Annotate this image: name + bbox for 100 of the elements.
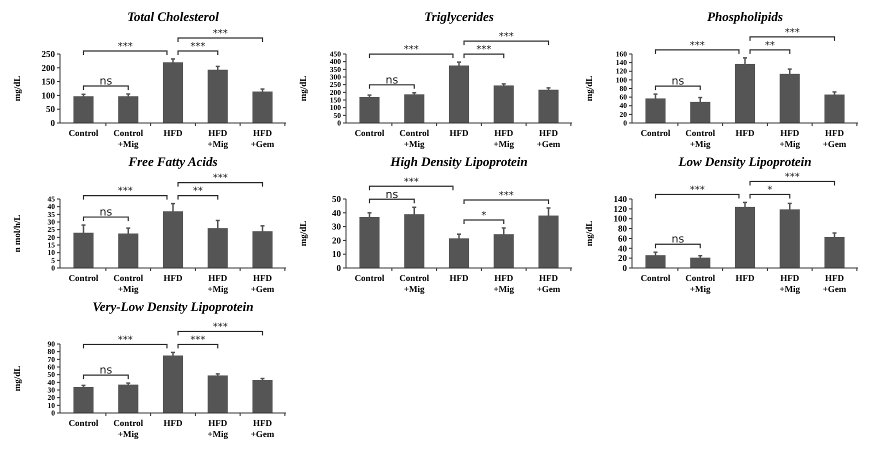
x-tick-label: HFD: [164, 418, 183, 428]
chart-title: Triglycerides: [424, 9, 494, 24]
x-tick-label: Control +Mig: [399, 128, 430, 149]
bar: [359, 216, 380, 268]
x-tick-label: HFD +Gem: [250, 273, 275, 294]
annotation: *: [481, 210, 486, 222]
y-tick-label: 40: [332, 208, 342, 218]
annotation: ***: [476, 44, 492, 56]
bar: [734, 206, 756, 268]
x-tick-label: Control: [640, 273, 671, 283]
x-tick-label: HFD +Mig: [207, 128, 229, 149]
y-axis-title: mg/dL: [298, 220, 308, 246]
bar: [824, 94, 845, 123]
chart-title: High Density Lipoprotein: [389, 154, 528, 169]
annotation: ns: [672, 232, 684, 246]
bar: [252, 380, 273, 413]
y-axis-title: mg/dL: [12, 366, 22, 392]
annotation: ns: [672, 74, 684, 88]
text: ***: [690, 184, 705, 196]
bar: [73, 386, 94, 413]
x-tick-label: HFD +Mig: [207, 273, 229, 294]
bar: [538, 90, 559, 123]
annotation: ns: [100, 206, 112, 219]
x-tick-label: Control +Mig: [685, 273, 716, 294]
y-tick-label: 120: [614, 204, 628, 214]
x-tick-label: HFD: [450, 273, 469, 283]
bar: [645, 255, 666, 268]
y-tick-label: 50: [332, 194, 342, 204]
text: **: [192, 186, 203, 198]
bar: [780, 74, 800, 123]
y-axis-title: n mol/h/L: [12, 214, 22, 252]
text: ***: [498, 32, 514, 43]
x-tick-label: Control: [640, 128, 671, 138]
x-tick-label: HFD +Gem: [536, 128, 561, 149]
bar: [645, 98, 666, 123]
bar: [252, 92, 273, 123]
y-axis-title: mg/dL: [12, 76, 22, 102]
x-tick-label: Control +Mig: [113, 273, 144, 294]
bar: [690, 102, 710, 123]
bar: [73, 96, 94, 123]
y-tick-label: 250: [42, 48, 56, 59]
bar: [359, 96, 380, 123]
annotation: ns: [386, 73, 398, 86]
annotation: ***: [404, 44, 419, 56]
chart-title: Phospholipids: [707, 9, 783, 24]
text: *: [767, 184, 772, 196]
x-tick-label: HFD +Gem: [250, 128, 275, 149]
y-axis-title: mg/dL: [584, 220, 594, 246]
x-tick-label: Control +Mig: [113, 128, 144, 149]
y-tick-label: 20: [618, 253, 628, 264]
annotation: ***: [498, 190, 514, 202]
x-tick-label: HFD +Mig: [779, 128, 801, 149]
text: ***: [212, 28, 228, 40]
x-tick-label: HFD +Mig: [493, 273, 515, 294]
bar: [494, 85, 514, 123]
bar: [118, 96, 138, 123]
bar: [162, 356, 184, 413]
x-tick-label: HFD: [164, 128, 183, 138]
chart-title: Very-Low Density Lipoprotein: [92, 299, 254, 314]
x-tick-label: Control: [68, 273, 99, 283]
x-tick-label: HFD: [736, 273, 755, 283]
y-tick-label: 40: [618, 243, 628, 254]
x-tick-label: Control: [354, 128, 385, 138]
x-tick-label: HFD: [164, 273, 183, 283]
y-tick-label: 140: [614, 194, 628, 204]
text: ***: [784, 172, 800, 183]
annotation: ***: [190, 334, 206, 346]
y-axis-title: mg/dL: [584, 76, 594, 102]
y-tick-label: 50: [46, 104, 56, 114]
x-tick-label: HFD +Gem: [250, 418, 275, 439]
y-tick-label: 60: [618, 233, 628, 244]
x-tick-label: HFD +Mig: [493, 128, 515, 149]
bar: [448, 66, 470, 123]
text: ***: [690, 40, 705, 52]
x-tick-label: Control +Mig: [685, 128, 716, 149]
text: ***: [190, 41, 206, 52]
x-tick-label: HFD +Mig: [207, 418, 229, 439]
text: ***: [118, 41, 133, 52]
chart-title: Low Density Lipoprotein: [678, 154, 812, 169]
text: **: [764, 40, 775, 52]
x-tick-label: Control +Mig: [113, 418, 144, 439]
text: ***: [404, 176, 419, 188]
annotation: ns: [386, 188, 398, 201]
chart-title: Free Fatty Acids: [127, 154, 218, 169]
y-tick-label: 0: [336, 262, 342, 273]
bar: [404, 94, 424, 123]
annotation: ns: [100, 74, 112, 88]
annotation: ***: [118, 334, 133, 346]
x-tick-label: HFD: [450, 128, 469, 138]
y-tick-label: 200: [42, 62, 56, 73]
text: ***: [118, 186, 133, 198]
text: ***: [212, 322, 228, 333]
x-tick-label: HFD +Gem: [822, 128, 847, 149]
x-tick-label: HFD +Gem: [536, 273, 561, 294]
y-tick-label: 0: [622, 262, 628, 273]
bar: [690, 258, 710, 268]
y-tick-label: 0: [50, 118, 56, 128]
text: ***: [212, 173, 228, 184]
bar: [208, 70, 228, 123]
y-tick-label: 80: [618, 224, 628, 234]
